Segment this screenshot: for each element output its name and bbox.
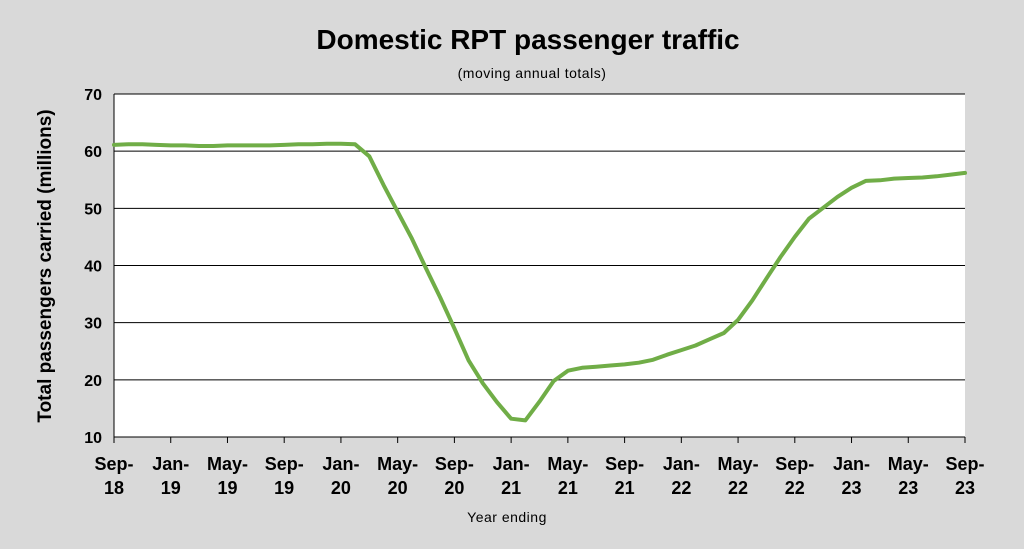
x-tick-label: Jan- 19 bbox=[152, 454, 189, 498]
x-tick-label: Jan- 22 bbox=[663, 454, 700, 498]
x-tick-label: May- 23 bbox=[888, 454, 929, 498]
x-tick-month: Sep- bbox=[94, 454, 133, 474]
x-tick-label: Jan- 23 bbox=[833, 454, 870, 498]
x-tick-year: 23 bbox=[955, 478, 975, 498]
x-tick-month: Jan- bbox=[322, 454, 359, 474]
x-tick-label: Sep- 19 bbox=[265, 454, 304, 498]
x-tick-label: Sep- 22 bbox=[775, 454, 814, 498]
x-tick-month: Jan- bbox=[833, 454, 870, 474]
gridlines bbox=[114, 93, 965, 381]
x-tick-label: Sep- 21 bbox=[605, 454, 644, 498]
x-tick-month: Sep- bbox=[945, 454, 984, 474]
y-tick-labels: 10 20 30 40 50 60 70 bbox=[84, 87, 102, 447]
x-tick-month: May- bbox=[718, 454, 759, 474]
x-tick-month: Jan- bbox=[152, 454, 189, 474]
x-tick-label: Jan- 20 bbox=[322, 454, 359, 498]
x-tick-label: Sep- 20 bbox=[435, 454, 474, 498]
x-tick-year: 19 bbox=[161, 478, 181, 498]
y-tick-label: 40 bbox=[84, 259, 102, 276]
y-tick-label: 70 bbox=[84, 87, 102, 104]
series-layer bbox=[112, 141, 967, 423]
x-tick-month: Jan- bbox=[493, 454, 530, 474]
y-tick-label: 30 bbox=[84, 316, 102, 333]
y-tick-label: 50 bbox=[84, 201, 102, 218]
x-tick-year: 18 bbox=[104, 478, 124, 498]
x-tick-month: May- bbox=[888, 454, 929, 474]
x-tick-label: Sep- 18 bbox=[94, 454, 133, 498]
x-tick-year: 21 bbox=[558, 478, 578, 498]
x-tick-label: May- 21 bbox=[547, 454, 588, 498]
chart-title: Domestic RPT passenger traffic bbox=[316, 24, 739, 55]
axes bbox=[113, 94, 966, 443]
y-axis-title: Total passengers carried (millions) bbox=[35, 109, 56, 422]
x-tick-year: 23 bbox=[898, 478, 918, 498]
chart-subtitle: (moving annual totals) bbox=[458, 65, 607, 81]
y-tick-label: 60 bbox=[84, 144, 102, 161]
x-tick-month: Sep- bbox=[775, 454, 814, 474]
y-tick-label: 10 bbox=[84, 430, 102, 447]
x-tick-label: Jan- 21 bbox=[493, 454, 530, 498]
x-tick-label: May- 20 bbox=[377, 454, 418, 498]
x-tick-year: 19 bbox=[217, 478, 237, 498]
x-axis-title: Year ending bbox=[467, 509, 547, 525]
y-tick-label: 20 bbox=[84, 373, 102, 390]
series-line-0 bbox=[112, 141, 967, 423]
x-tick-year: 21 bbox=[615, 478, 635, 498]
x-tick-month: May- bbox=[377, 454, 418, 474]
x-tick-month: May- bbox=[207, 454, 248, 474]
x-tick-label: May- 22 bbox=[718, 454, 759, 498]
x-tick-label: May- 19 bbox=[207, 454, 248, 498]
x-tick-month: Sep- bbox=[265, 454, 304, 474]
x-tick-label: Sep- 23 bbox=[945, 454, 984, 498]
x-tick-month: Sep- bbox=[605, 454, 644, 474]
x-tick-year: 23 bbox=[842, 478, 862, 498]
x-tick-month: Jan- bbox=[663, 454, 700, 474]
x-tick-month: May- bbox=[547, 454, 588, 474]
x-tick-month: Sep- bbox=[435, 454, 474, 474]
x-tick-year: 20 bbox=[331, 478, 351, 498]
x-tick-year: 22 bbox=[785, 478, 805, 498]
x-tick-year: 21 bbox=[501, 478, 521, 498]
x-tick-year: 22 bbox=[671, 478, 691, 498]
x-tick-year: 20 bbox=[444, 478, 464, 498]
x-tick-year: 22 bbox=[728, 478, 748, 498]
x-tick-year: 19 bbox=[274, 478, 294, 498]
x-tick-labels: Sep-18Jan-19May-19Sep-19Jan-20May-20Sep-… bbox=[94, 454, 984, 498]
x-tick-year: 20 bbox=[388, 478, 408, 498]
